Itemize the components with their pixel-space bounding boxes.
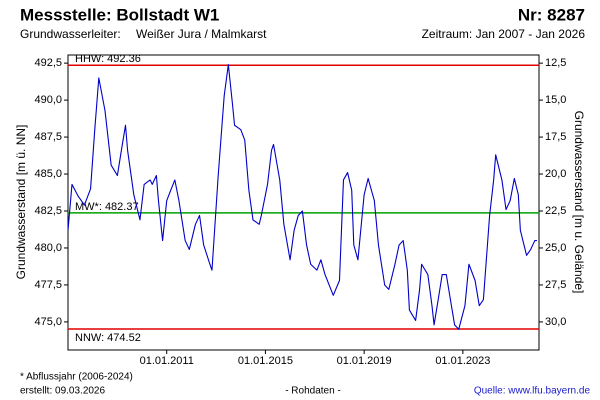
y2-tick-label: 27,5: [545, 279, 566, 291]
footnote: * Abflussjahr (2006-2024): [20, 372, 133, 383]
y-tick-label: 477,5: [34, 279, 62, 291]
y2-tick-label: 30,0: [545, 316, 566, 328]
created-date: erstellt: 09.03.2026: [20, 386, 105, 397]
chart-title: Messstelle: Bollstadt W1: [20, 5, 219, 24]
x-tick-label: 01.01.2019: [337, 355, 392, 367]
reference-label: MW*: 482.37: [75, 201, 139, 213]
x-tick-label: 01.01.2015: [238, 355, 293, 367]
y-tick-label: 482,5: [34, 205, 62, 217]
y-tick-label: 475,0: [34, 316, 62, 328]
y2-tick-label: 15,0: [545, 94, 566, 106]
y-tick-label: 485,0: [34, 168, 62, 180]
y2-tick-label: 22,5: [545, 205, 566, 217]
aquifer-label: Grundwasserleiter:: [20, 27, 121, 41]
y-axis-label: Grundwasserstand [m ü. NN]: [14, 125, 28, 280]
y-tick-label: 492,5: [34, 57, 62, 69]
reference-label: NNW: 474.52: [75, 332, 141, 344]
plot-frame: [67, 54, 540, 351]
series-line: [67, 64, 537, 330]
y-tick-label: 490,0: [34, 94, 62, 106]
y2-tick-label: 12,5: [545, 57, 566, 69]
reference-label: HHW: 492.36: [75, 53, 141, 65]
station-number: Nr: 8287: [518, 5, 585, 24]
aquifer: Weißer Jura / Malmkarst: [136, 27, 267, 41]
x-tick-label: 01.01.2023: [435, 355, 490, 367]
data-status: - Rohdaten -: [285, 386, 341, 397]
period: Zeitraum: Jan 2007 - Jan 2026: [422, 27, 586, 41]
y2-tick-label: 25,0: [545, 242, 566, 254]
x-tick-label: 01.01.2011: [140, 355, 194, 367]
y-tick-label: 480,0: [34, 242, 62, 254]
y2-tick-label: 20,0: [545, 168, 566, 180]
source-link[interactable]: Quelle: www.lfu.bayern.de: [474, 386, 591, 397]
y-tick-label: 487,5: [34, 131, 62, 143]
y2-axis-label: Grundwasserstand [m u. Gelände]: [572, 111, 586, 294]
y2-tick-label: 17,5: [545, 131, 566, 143]
